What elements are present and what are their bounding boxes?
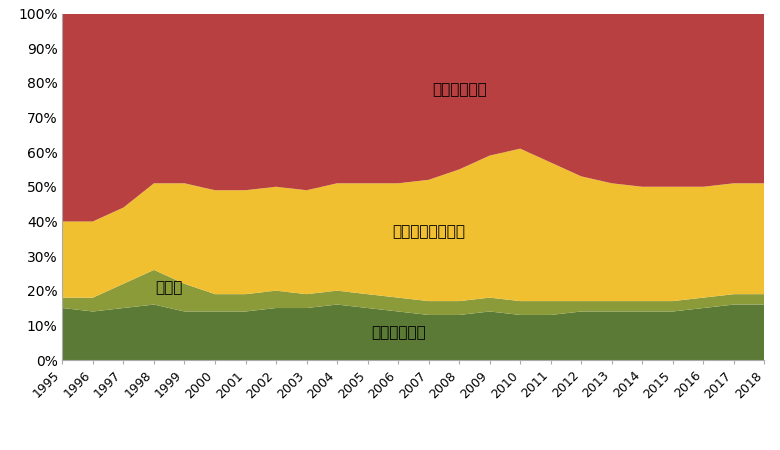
Text: 中高位: 中高位 xyxy=(155,280,183,295)
Text: 高位（豊富）: 高位（豊富） xyxy=(370,325,426,340)
Text: 低位（枯渴）: 低位（枯渴） xyxy=(432,82,487,97)
Text: 中位（ほどほど）: 中位（ほどほど） xyxy=(392,224,465,239)
